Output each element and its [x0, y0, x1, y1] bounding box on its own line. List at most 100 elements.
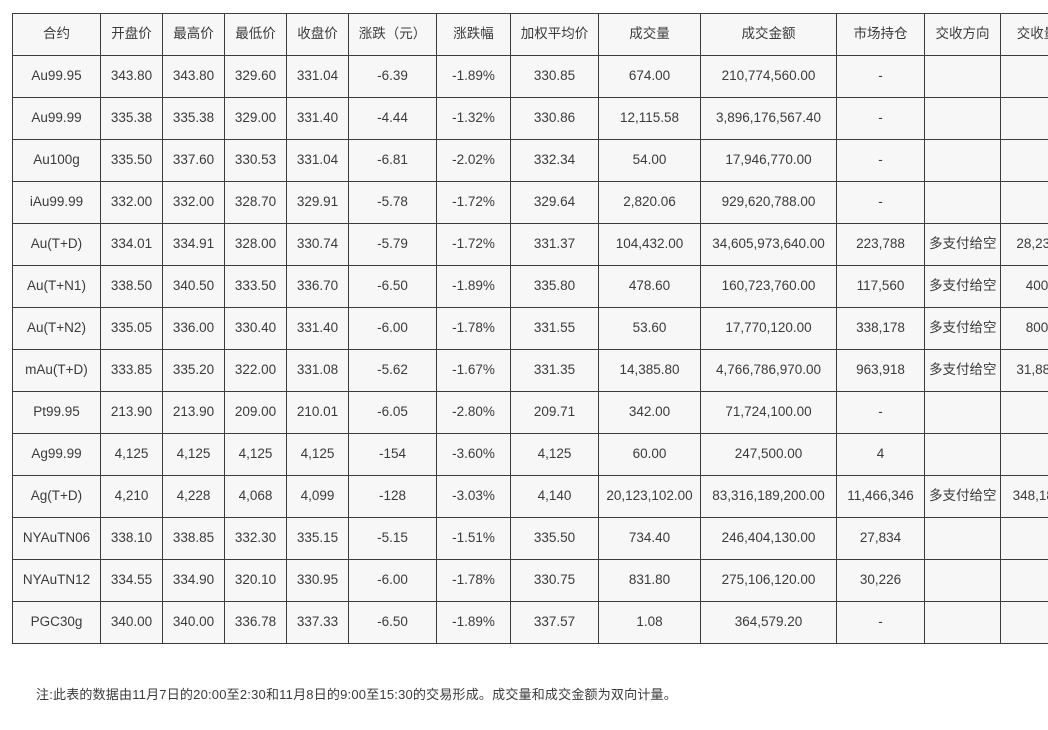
cell-close: 331.40 — [286, 97, 349, 140]
cell-deldir — [924, 601, 1001, 644]
cell-change: -5.15 — [348, 517, 437, 560]
cell-deldir — [924, 517, 1001, 560]
cell-wavg: 335.50 — [510, 517, 599, 560]
cell-close: 335.15 — [286, 517, 349, 560]
cell-turnover: 246,404,130.00 — [700, 517, 837, 560]
cell-close: 330.95 — [286, 559, 349, 602]
cell-delvol: 28,238 — [1000, 223, 1048, 266]
cell-deldir — [924, 391, 1001, 434]
cell-pct: -1.78% — [436, 559, 511, 602]
cell-turnover: 3,896,176,567.40 — [700, 97, 837, 140]
cell-contract: Au(T+N2) — [12, 307, 101, 350]
cell-change: -5.62 — [348, 349, 437, 392]
cell-low: 329.00 — [224, 97, 287, 140]
table-row: NYAuTN06 338.10 338.85 332.30 335.15 -5.15 -1.… — [12, 517, 1048, 560]
cell-change: -6.00 — [348, 307, 437, 350]
column-header-deldir: 交收方向 — [924, 13, 1001, 56]
cell-delvol — [1000, 601, 1048, 644]
column-header-delvol: 交收量 — [1000, 13, 1048, 56]
cell-volume: 674.00 — [598, 55, 701, 98]
cell-low: 332.30 — [224, 517, 287, 560]
cell-pct: -1.51% — [436, 517, 511, 560]
cell-deldir — [924, 97, 1001, 140]
cell-close: 329.91 — [286, 181, 349, 224]
table-row: Au99.99 335.38 335.38 329.00 331.40 -4.44 -1.3… — [12, 97, 1048, 140]
cell-volume: 478.60 — [598, 265, 701, 308]
cell-change: -6.50 — [348, 601, 437, 644]
cell-high: 343.80 — [162, 55, 225, 98]
cell-contract: Au(T+D) — [12, 223, 101, 266]
cell-low: 328.00 — [224, 223, 287, 266]
cell-high: 334.90 — [162, 559, 225, 602]
cell-turnover: 4,766,786,970.00 — [700, 349, 837, 392]
cell-open: 4,125 — [100, 433, 163, 476]
cell-contract: mAu(T+D) — [12, 349, 101, 392]
column-header-openint: 市场持仓 — [836, 13, 925, 56]
column-header-open: 开盘价 — [100, 13, 163, 56]
cell-wavg: 4,125 — [510, 433, 599, 476]
cell-contract: Au99.95 — [12, 55, 101, 98]
cell-wavg: 331.35 — [510, 349, 599, 392]
cell-deldir — [924, 139, 1001, 182]
cell-open: 335.50 — [100, 139, 163, 182]
cell-deldir — [924, 559, 1001, 602]
cell-pct: -1.72% — [436, 223, 511, 266]
table-footnote: 注:此表的数据由11月7日的20:00至2:30和11月8日的9:00至15:3… — [36, 687, 677, 702]
cell-contract: Ag99.99 — [12, 433, 101, 476]
column-header-wavg: 加权平均价 — [510, 13, 599, 56]
cell-volume: 14,385.80 — [598, 349, 701, 392]
cell-pct: -1.89% — [436, 265, 511, 308]
cell-volume: 60.00 — [598, 433, 701, 476]
cell-high: 335.38 — [162, 97, 225, 140]
cell-contract: Au99.99 — [12, 97, 101, 140]
cell-openint: 117,560 — [836, 265, 925, 308]
cell-high: 340.00 — [162, 601, 225, 644]
cell-deldir: 多支付给空 — [924, 223, 1001, 266]
cell-high: 336.00 — [162, 307, 225, 350]
cell-openint: - — [836, 601, 925, 644]
cell-delvol: 348,180 — [1000, 475, 1048, 518]
cell-close: 336.70 — [286, 265, 349, 308]
cell-contract: Au(T+N1) — [12, 265, 101, 308]
table-row: Au99.95 343.80 343.80 329.60 331.04 -6.39 -1.8… — [12, 55, 1048, 98]
cell-openint: 11,466,346 — [836, 475, 925, 518]
cell-high: 338.85 — [162, 517, 225, 560]
cell-turnover: 17,946,770.00 — [700, 139, 837, 182]
cell-volume: 2,820.06 — [598, 181, 701, 224]
cell-openint: 30,226 — [836, 559, 925, 602]
cell-low: 322.00 — [224, 349, 287, 392]
cell-openint: 4 — [836, 433, 925, 476]
cell-close: 331.04 — [286, 139, 349, 182]
cell-close: 331.04 — [286, 55, 349, 98]
cell-low: 330.53 — [224, 139, 287, 182]
cell-delvol — [1000, 433, 1048, 476]
cell-deldir: 多支付给空 — [924, 265, 1001, 308]
cell-high: 337.60 — [162, 139, 225, 182]
cell-turnover: 247,500.00 — [700, 433, 837, 476]
cell-wavg: 337.57 — [510, 601, 599, 644]
cell-contract: PGC30g — [12, 601, 101, 644]
cell-turnover: 929,620,788.00 — [700, 181, 837, 224]
cell-high: 332.00 — [162, 181, 225, 224]
cell-close: 337.33 — [286, 601, 349, 644]
cell-low: 320.10 — [224, 559, 287, 602]
cell-low: 329.60 — [224, 55, 287, 98]
cell-contract: Pt99.95 — [12, 391, 101, 434]
cell-low: 4,068 — [224, 475, 287, 518]
cell-openint: 27,834 — [836, 517, 925, 560]
cell-open: 333.85 — [100, 349, 163, 392]
cell-low: 209.00 — [224, 391, 287, 434]
cell-openint: 223,788 — [836, 223, 925, 266]
table-row: Au(T+D) 334.01 334.91 328.00 330.74 -5.79 -1.7… — [12, 223, 1048, 266]
cell-wavg: 335.80 — [510, 265, 599, 308]
cell-openint: - — [836, 181, 925, 224]
table-row: mAu(T+D) 333.85 335.20 322.00 331.08 -5.62 -1.… — [12, 349, 1048, 392]
cell-low: 336.78 — [224, 601, 287, 644]
cell-open: 343.80 — [100, 55, 163, 98]
cell-change: -6.81 — [348, 139, 437, 182]
cell-delvol — [1000, 559, 1048, 602]
column-header-pct: 涨跌幅 — [436, 13, 511, 56]
cell-open: 335.05 — [100, 307, 163, 350]
cell-turnover: 364,579.20 — [700, 601, 837, 644]
cell-delvol — [1000, 97, 1048, 140]
